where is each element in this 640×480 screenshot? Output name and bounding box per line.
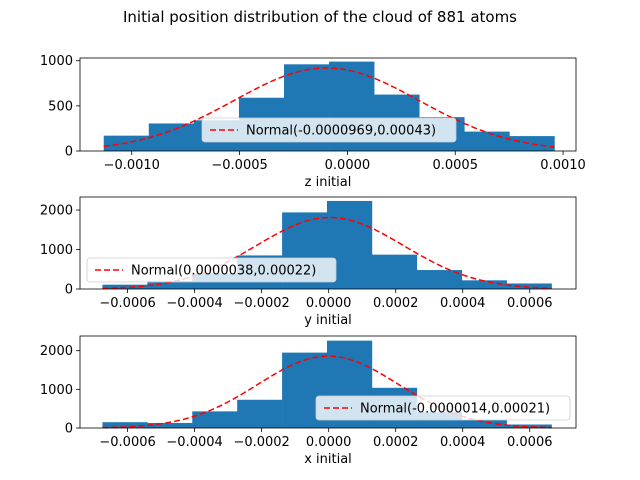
histogram-bar [192, 411, 238, 428]
x-tick-label: −0.0005 [211, 158, 267, 173]
histogram-bar [461, 419, 507, 428]
x-tick-label: 0.0002 [373, 296, 419, 311]
x-tick-label: −0.0004 [166, 296, 222, 311]
histogram-bar [506, 283, 552, 289]
x-tick-label: −0.0004 [166, 435, 222, 450]
legend-label: Normal(-0.0000969,0.00043) [246, 124, 436, 139]
y-tick-label: 500 [48, 99, 73, 114]
legend-label: Normal(-0.0000014,0.00021) [360, 402, 550, 417]
x-tick-label: −0.0002 [233, 296, 289, 311]
axes-frame [79, 335, 577, 429]
x-tick-label: 0.0005 [432, 158, 478, 173]
histogram-bar [102, 422, 148, 428]
panel-y: −0.0006 −0.0004 −0.0002 0.0000 0.0002 0.0004 0… [40, 196, 577, 328]
histogram-bar [416, 270, 463, 289]
x-tick-label: 0.0004 [440, 435, 486, 450]
panel-z: −0.0010 −0.0005 0.0000 0.0005 0.0010 0 500 1000… [40, 54, 586, 190]
y-tick-label: 1000 [40, 243, 73, 258]
x-tick-label: 0.0006 [507, 435, 553, 450]
panels: −0.0010 −0.0005 0.0000 0.0005 0.0010 0 500 1000… [40, 54, 586, 467]
x-tick-label: 0.0010 [540, 158, 586, 173]
histogram-bar [506, 424, 552, 428]
x-tick-label: −0.0010 [104, 158, 160, 173]
legend-box [315, 395, 571, 421]
histogram-bar [147, 422, 193, 428]
histogram-bar [237, 399, 283, 428]
y-tick-label: 2000 [40, 204, 73, 219]
y-tick-label: 0 [65, 283, 73, 298]
histogram-bar [147, 281, 193, 289]
axes-frame [79, 57, 577, 152]
axes-frame [79, 196, 577, 290]
legend-box [201, 117, 457, 143]
histogram-bar [461, 280, 507, 289]
x-tick-label: −0.0006 [99, 296, 155, 311]
x-tick-label: 0.0002 [373, 435, 419, 450]
x-tick-label: 0.0000 [306, 296, 352, 311]
x-tick-label: 0.0000 [306, 435, 352, 450]
x-tick-label: −0.0006 [99, 435, 155, 450]
histogram-bar [371, 254, 418, 289]
histogram-bar [148, 123, 195, 151]
normal-fit-curve [103, 67, 555, 148]
legend: Normal(-0.0000969,0.00043) [201, 117, 457, 143]
x-axis-label: z initial [305, 175, 352, 190]
x-axis-label: x initial [304, 452, 352, 467]
x-tick-label: −0.0002 [233, 435, 289, 450]
y-tick-label: 0 [65, 422, 73, 437]
panel-x: −0.0006 −0.0004 −0.0002 0.0000 0.0002 0.0004 0… [40, 335, 577, 467]
legend-label: Normal(0.0000038,0.00022) [131, 264, 316, 279]
y-tick-label: 1000 [40, 383, 73, 398]
x-tick-label: 0.0004 [440, 296, 486, 311]
histogram-bar [464, 131, 510, 151]
legend: Normal(-0.0000014,0.00021) [315, 395, 571, 421]
x-tick-label: 0.0006 [507, 296, 553, 311]
x-tick-label: 0.0000 [325, 158, 371, 173]
legend-box [86, 257, 337, 283]
legend: Normal(0.0000038,0.00022) [86, 257, 337, 283]
y-tick-label: 2000 [40, 344, 73, 359]
x-axis-label: y initial [304, 313, 352, 328]
figure-title: Initial position distribution of the clo… [123, 8, 517, 26]
y-tick-label: 1000 [40, 54, 73, 69]
normal-fit-curve [102, 355, 552, 429]
y-tick-label: 0 [65, 145, 73, 160]
